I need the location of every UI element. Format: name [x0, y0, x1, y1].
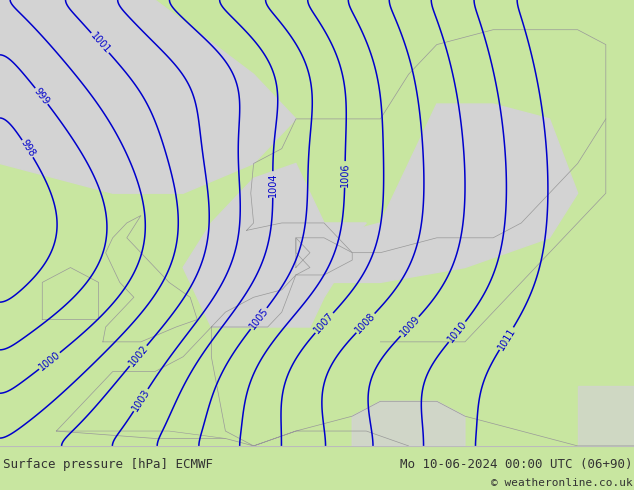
Text: 1010: 1010 — [446, 319, 469, 344]
Text: Mo 10-06-2024 00:00 UTC (06+90): Mo 10-06-2024 00:00 UTC (06+90) — [400, 458, 633, 471]
Polygon shape — [0, 0, 296, 193]
Text: 998: 998 — [18, 138, 37, 159]
Text: 1011: 1011 — [496, 325, 517, 352]
Text: 1004: 1004 — [268, 172, 278, 196]
Text: 1001: 1001 — [88, 30, 112, 55]
Text: 1006: 1006 — [340, 162, 350, 187]
Text: 1008: 1008 — [353, 311, 377, 336]
Polygon shape — [578, 387, 634, 446]
Polygon shape — [183, 164, 353, 327]
Text: 1000: 1000 — [37, 349, 62, 372]
Text: Surface pressure [hPa] ECMWF: Surface pressure [hPa] ECMWF — [3, 458, 213, 471]
Text: © weatheronline.co.uk: © weatheronline.co.uk — [491, 478, 633, 488]
Text: 1002: 1002 — [127, 343, 150, 368]
Polygon shape — [296, 223, 366, 238]
Polygon shape — [353, 401, 465, 446]
Text: 1005: 1005 — [247, 306, 270, 331]
Text: 1003: 1003 — [130, 387, 152, 413]
Text: 1007: 1007 — [312, 311, 336, 336]
Text: 1009: 1009 — [398, 314, 422, 339]
Text: 999: 999 — [32, 86, 51, 106]
Polygon shape — [310, 104, 578, 282]
